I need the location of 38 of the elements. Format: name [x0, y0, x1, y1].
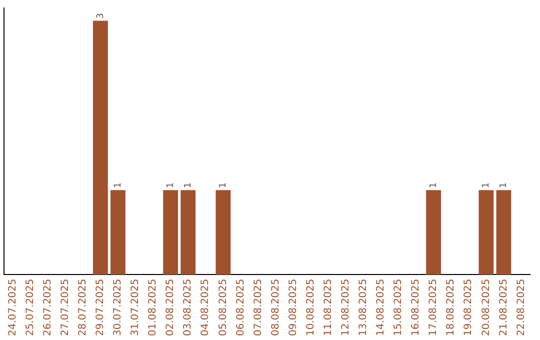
x-tick-label: 19.08.2025	[463, 278, 474, 336]
x-tick-label: 15.08.2025	[393, 278, 404, 336]
x-tick-label: 31.07.2025	[130, 278, 142, 336]
data-label: 1	[113, 182, 124, 188]
data-label: 3	[96, 12, 106, 19]
x-tick-label: 27.07.2025	[60, 278, 71, 336]
x-tick-label: 26.07.2025	[42, 278, 54, 336]
x-tick-label: 10.08.2025	[305, 278, 316, 336]
x-tick-label: 30.07.2025	[112, 278, 124, 336]
x-tick-label: 05.08.2025	[218, 278, 229, 336]
data-label: 1	[428, 182, 439, 188]
data-label: 1	[482, 182, 492, 188]
x-tick-label: 01.08.2025	[148, 278, 159, 336]
x-tick-label: 12.08.2025	[340, 278, 352, 336]
x-tick-label: 13.08.2025	[358, 278, 370, 336]
x-tick-label: 29.07.2025	[95, 278, 106, 336]
x-tick-label: 14.08.2025	[376, 278, 387, 336]
data-label: 1	[499, 182, 510, 188]
data-label: 1	[218, 182, 229, 188]
x-tick-label: 08.08.2025	[270, 278, 282, 336]
x-tick-label: 11.08.2025	[322, 278, 334, 336]
x-tick-label: 16.08.2025	[410, 278, 422, 336]
x-tick-label: 24.07.2025	[7, 278, 18, 336]
x-tick-label: 25.07.2025	[24, 278, 36, 336]
x-tick-label: 04.08.2025	[200, 278, 212, 336]
x-tick-label: 06.08.2025	[235, 278, 246, 336]
x-tick-label: 22.08.2025	[516, 278, 527, 336]
x-tick-label: 07.08.2025	[252, 278, 264, 336]
x-tick-label: 18.08.2025	[446, 278, 457, 336]
x-tick-label: 20.08.2025	[480, 278, 492, 336]
x-tick-label: 09.08.2025	[288, 278, 299, 336]
x-tick-label: 21.08.2025	[498, 278, 510, 336]
data-label: 1	[183, 182, 194, 188]
x-tick-label: 03.08.2025	[182, 278, 194, 336]
data-label: 1	[166, 182, 176, 188]
x-tick-label: 28.07.2025	[77, 278, 88, 336]
x-tick-label: 17.08.2025	[428, 278, 440, 336]
x-tick-label: 02.08.2025	[165, 278, 176, 336]
